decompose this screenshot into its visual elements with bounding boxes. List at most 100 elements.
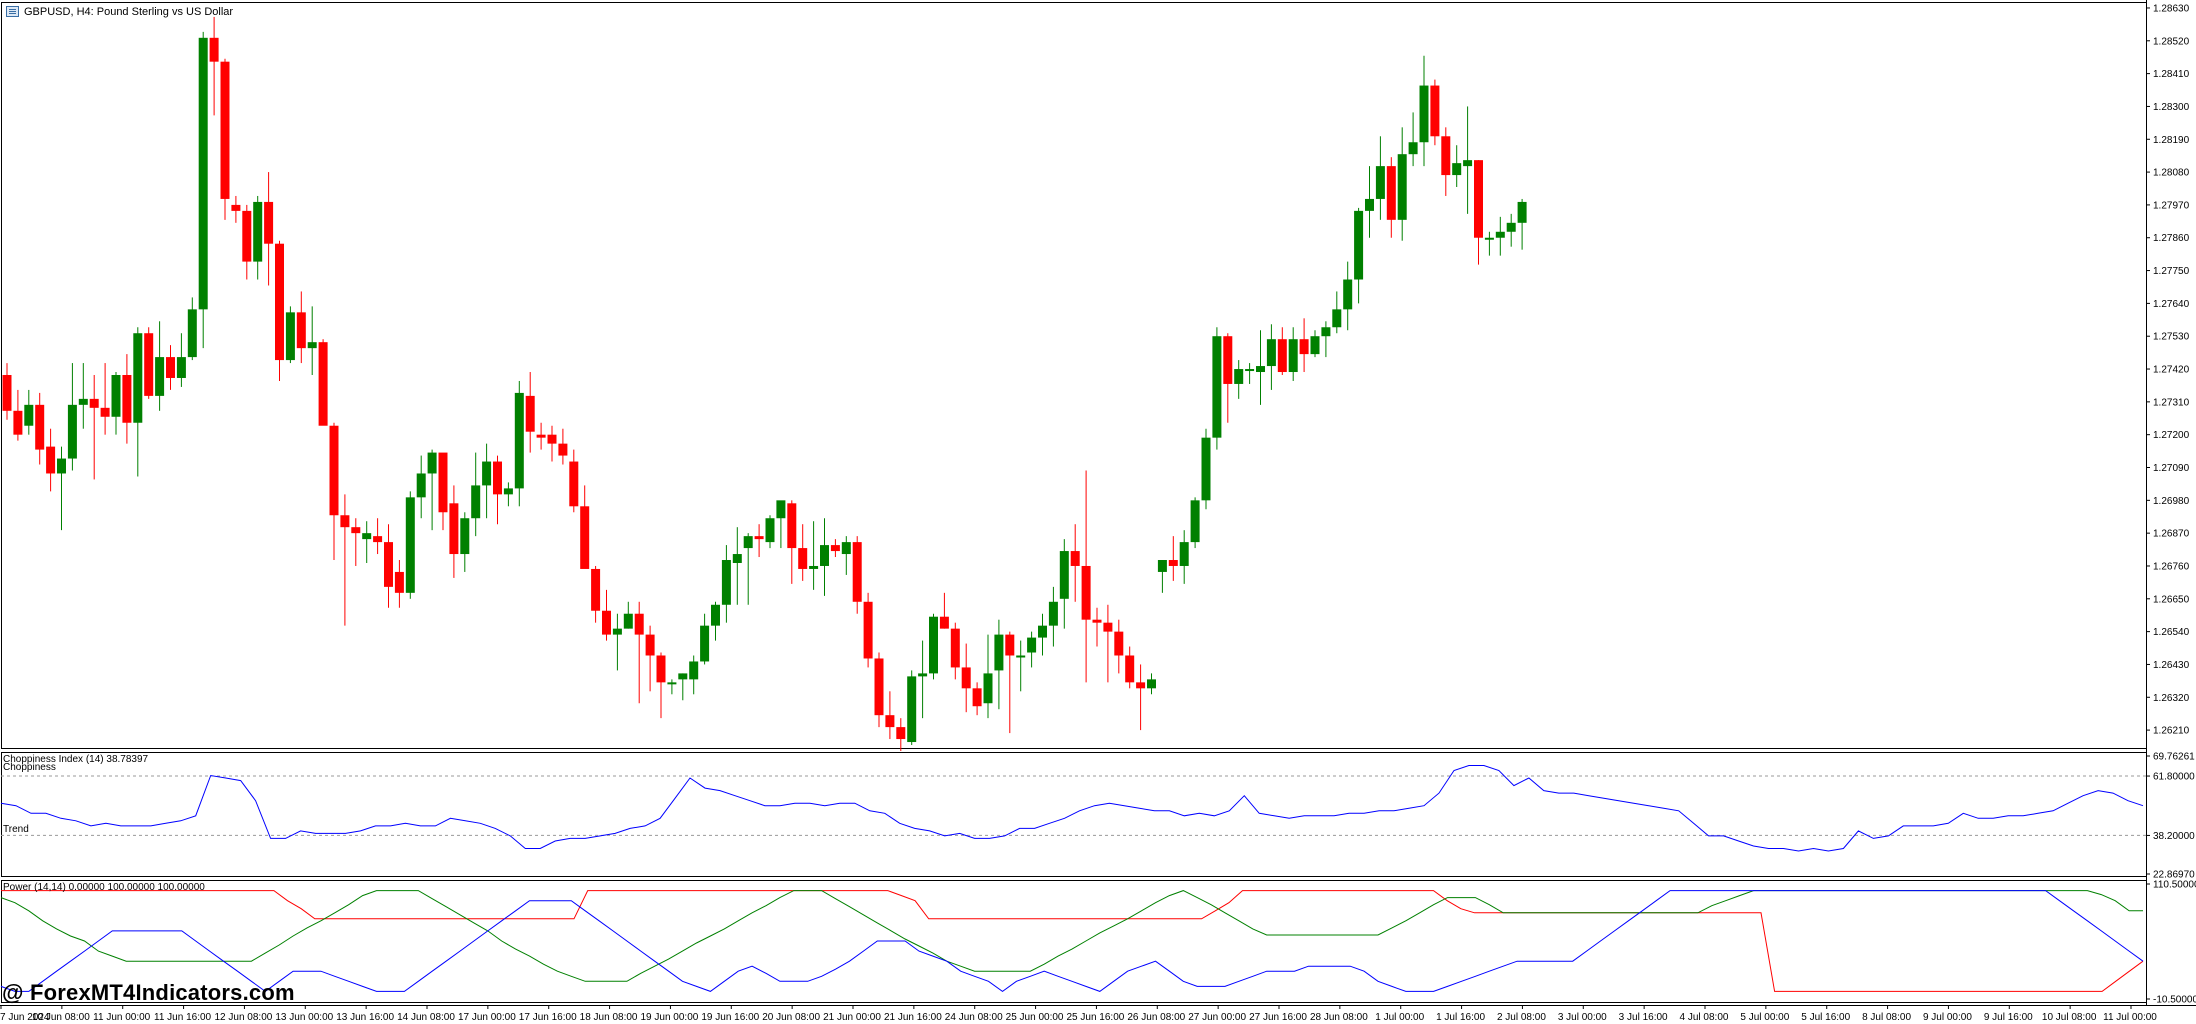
- chop-level-choppiness-label: Choppiness: [3, 762, 56, 773]
- watermark: @ ForexMT4Indicators.com: [2, 980, 295, 1005]
- candle-body: [1386, 166, 1396, 220]
- choppiness-line: [0, 765, 2144, 852]
- candle-body: [46, 446, 56, 474]
- price-tick-label: 1.27970: [2153, 200, 2190, 211]
- candle-body: [623, 613, 633, 629]
- candle-body: [830, 545, 840, 552]
- power-header: Power (14,14) 0.00000 100.00000 100.0000…: [3, 882, 205, 893]
- candle-body: [329, 425, 339, 516]
- candle-body: [776, 500, 786, 519]
- power-green-line: [0, 890, 2143, 982]
- time-tick-label: 5 Jul 16:00: [1801, 1012, 1850, 1023]
- candle-body: [809, 565, 819, 569]
- candle-body: [1343, 279, 1353, 310]
- candle-body: [198, 37, 208, 310]
- candle-body: [144, 333, 154, 396]
- time-tick-label: 28 Jun 08:00: [1310, 1012, 1368, 1023]
- candle-body: [1038, 625, 1047, 638]
- candle-body: [482, 461, 492, 486]
- chop-panel-frame: [1, 752, 2147, 877]
- candle-body: [798, 548, 808, 569]
- candle-body: [1027, 637, 1037, 653]
- candle-body: [1016, 655, 1026, 658]
- candle-body: [874, 658, 884, 716]
- power-panel-frame: [1, 880, 2147, 1003]
- candle-body: [983, 673, 993, 704]
- time-tick-label: 19 Jun 16:00: [701, 1012, 759, 1023]
- candle-body: [525, 395, 535, 432]
- candle-body: [384, 542, 393, 587]
- candle-body: [700, 625, 710, 662]
- candle-body: [1332, 309, 1342, 328]
- candle-body: [1234, 369, 1244, 384]
- power-series: [0, 890, 2144, 993]
- candle-body: [449, 503, 459, 555]
- candle-body: [961, 667, 971, 689]
- candle-body: [1201, 437, 1211, 501]
- time-tick-label: 5 Jul 00:00: [1740, 1012, 1789, 1023]
- time-tick-label: 8 Jul 08:00: [1862, 1012, 1911, 1023]
- price-tick-label: 1.27860: [2153, 233, 2190, 244]
- price-tick-label: 1.26760: [2153, 561, 2190, 572]
- candle-body: [1223, 336, 1233, 384]
- candle-body: [743, 536, 753, 549]
- time-tick-label: 1 Jul 16:00: [1436, 1012, 1485, 1023]
- candle-body: [1495, 231, 1505, 238]
- candle-body: [754, 536, 764, 540]
- candle-body: [242, 210, 252, 262]
- candle-body: [547, 434, 557, 444]
- candle-body: [1277, 339, 1287, 373]
- price-tick-label: 1.26870: [2153, 529, 2190, 540]
- candle-body: [1092, 619, 1102, 623]
- time-tick-label: 18 Jun 08:00: [580, 1012, 638, 1023]
- candle-body: [896, 727, 906, 740]
- price-tick-label: 1.26650: [2153, 594, 2190, 605]
- time-tick-label: 10 Jun 08:00: [32, 1012, 90, 1023]
- candle-body: [493, 461, 502, 495]
- price-tick-label: 1.27640: [2153, 299, 2190, 310]
- time-tick-label: 27 Jun 16:00: [1249, 1012, 1307, 1023]
- candle-body: [569, 461, 579, 507]
- candle-body: [645, 634, 655, 656]
- time-tick-label: 9 Jul 00:00: [1923, 1012, 1972, 1023]
- candle-body: [285, 312, 295, 361]
- candle-body: [78, 398, 88, 405]
- candle-body: [133, 333, 143, 423]
- candle-body: [1168, 560, 1178, 566]
- time-tick-label: 1 Jul 00:00: [1375, 1012, 1424, 1023]
- time-tick-label: 4 Jul 08:00: [1680, 1012, 1729, 1023]
- chop-tick-label: 38.20000: [2153, 831, 2195, 842]
- chop-tick-label: 69.76261: [2153, 752, 2195, 763]
- candle-body: [689, 661, 699, 680]
- candle-body: [634, 613, 644, 635]
- candle-body: [612, 628, 622, 635]
- candle-body: [24, 404, 34, 426]
- candle-body: [1354, 210, 1364, 280]
- candle-body: [373, 536, 383, 543]
- candle-body: [558, 443, 568, 456]
- candle-body: [732, 554, 742, 563]
- candle-body: [907, 676, 917, 743]
- candle-body: [1474, 160, 1483, 238]
- candle-body: [1136, 682, 1146, 689]
- time-tick-label: 11 Jul 00:00: [2103, 1012, 2157, 1023]
- price-tick-label: 1.27750: [2153, 266, 2190, 277]
- candle-body: [536, 434, 546, 438]
- candle-body: [787, 503, 797, 549]
- candle-body: [220, 61, 230, 199]
- candle-body: [35, 404, 45, 450]
- candle-body: [275, 243, 284, 361]
- candle-body: [405, 497, 415, 593]
- time-tick-label: 11 Jun 16:00: [154, 1012, 212, 1023]
- candle-body: [13, 410, 23, 435]
- chop-level-trend-label: Trend: [3, 824, 29, 835]
- candle-body: [351, 527, 361, 534]
- candle-body: [1256, 366, 1265, 373]
- candle-body: [1397, 154, 1407, 220]
- power-blue-line: [0, 890, 2144, 993]
- candle-body: [1419, 85, 1429, 143]
- price-tick-label: 1.27420: [2153, 365, 2190, 376]
- time-tick-label: 26 Jun 08:00: [1127, 1012, 1185, 1023]
- candle-body: [994, 634, 1004, 671]
